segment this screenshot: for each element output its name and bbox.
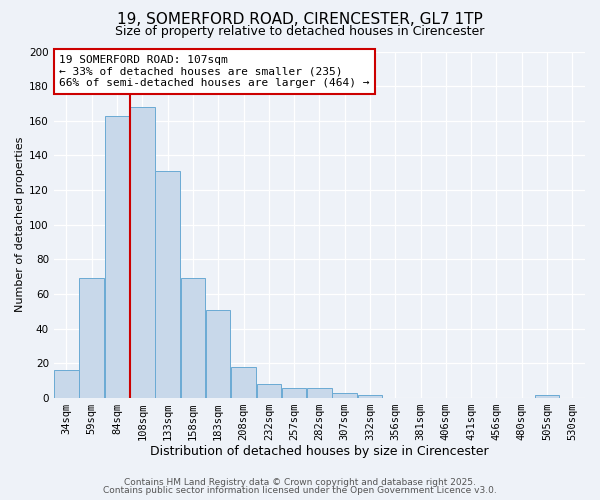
Bar [54, 370, 79, 398]
Bar [535, 394, 559, 398]
Y-axis label: Number of detached properties: Number of detached properties [15, 137, 25, 312]
Text: Contains HM Land Registry data © Crown copyright and database right 2025.: Contains HM Land Registry data © Crown c… [124, 478, 476, 487]
Bar [206, 310, 230, 398]
Bar [282, 388, 307, 398]
Bar [307, 388, 332, 398]
Bar [358, 394, 382, 398]
Bar [257, 384, 281, 398]
Bar [181, 278, 205, 398]
Text: Size of property relative to detached houses in Cirencester: Size of property relative to detached ho… [115, 25, 485, 38]
Bar [79, 278, 104, 398]
Bar [105, 116, 129, 398]
Text: 19 SOMERFORD ROAD: 107sqm
← 33% of detached houses are smaller (235)
66% of semi: 19 SOMERFORD ROAD: 107sqm ← 33% of detac… [59, 55, 370, 88]
Bar [332, 393, 357, 398]
Bar [155, 171, 180, 398]
X-axis label: Distribution of detached houses by size in Cirencester: Distribution of detached houses by size … [150, 444, 489, 458]
Text: 19, SOMERFORD ROAD, CIRENCESTER, GL7 1TP: 19, SOMERFORD ROAD, CIRENCESTER, GL7 1TP [117, 12, 483, 28]
Bar [231, 367, 256, 398]
Text: Contains public sector information licensed under the Open Government Licence v3: Contains public sector information licen… [103, 486, 497, 495]
Bar [130, 107, 155, 398]
